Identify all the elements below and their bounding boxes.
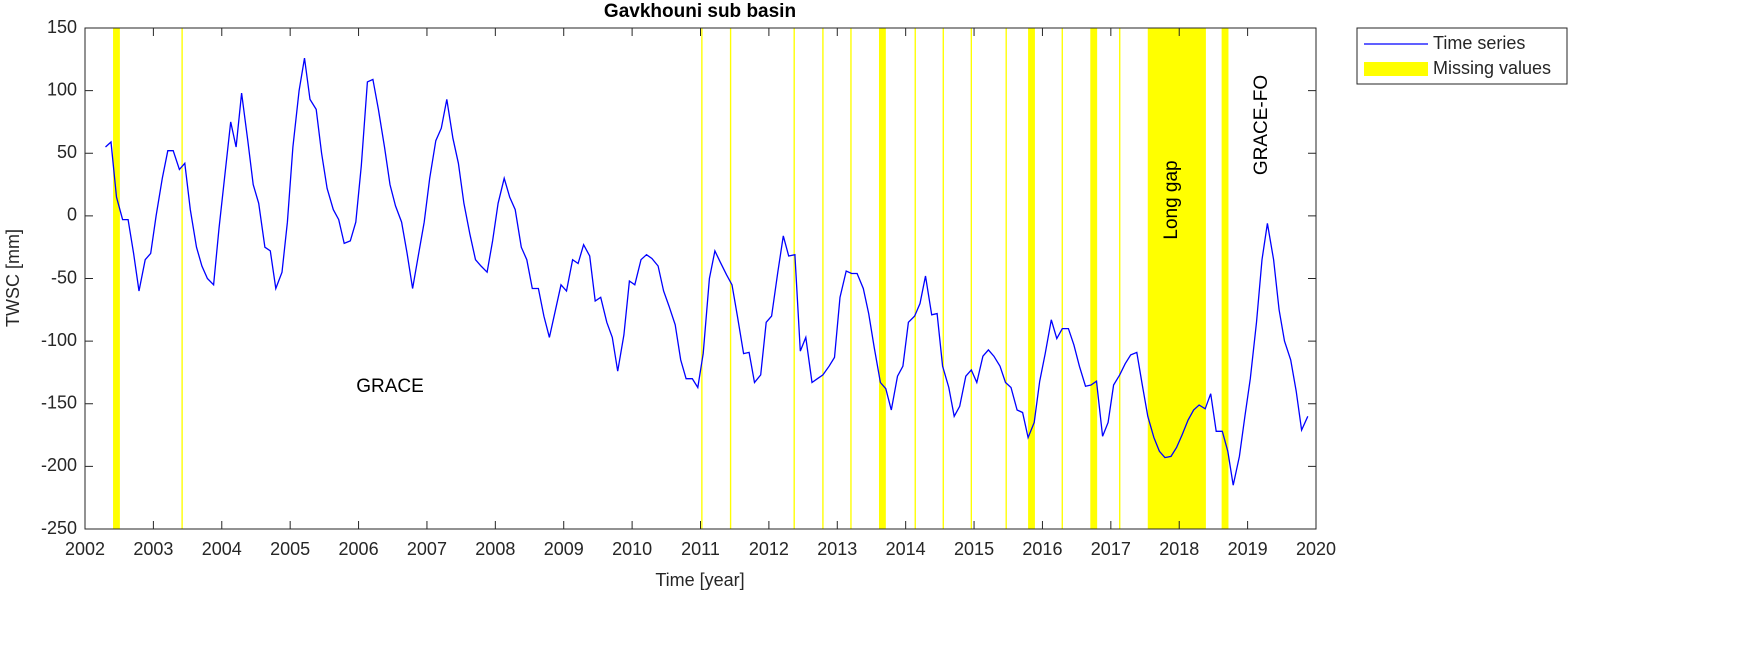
x-tick-label: 2007	[407, 539, 447, 559]
y-tick-label: -100	[41, 330, 77, 350]
y-axis-label: TWSC [mm]	[3, 229, 23, 327]
missing-band	[942, 28, 944, 529]
annotation: GRACE-FO	[1251, 75, 1272, 175]
missing-band	[113, 28, 120, 529]
x-tick-label: 2018	[1159, 539, 1199, 559]
missing-band	[729, 28, 732, 529]
missing-band	[1061, 28, 1063, 529]
chart-title: Gavkhouni sub basin	[604, 1, 796, 22]
annotation: Long gap	[1161, 160, 1182, 239]
x-tick-label: 2019	[1228, 539, 1268, 559]
missing-band	[181, 28, 183, 529]
missing-band	[914, 28, 916, 529]
missing-band	[850, 28, 852, 529]
x-tick-label: 2015	[954, 539, 994, 559]
legend-label: Missing values	[1433, 58, 1551, 78]
x-tick-label: 2005	[270, 539, 310, 559]
y-tick-label: -250	[41, 518, 77, 538]
missing-band	[1119, 28, 1121, 529]
missing-band	[1028, 28, 1035, 529]
missing-band	[1147, 28, 1206, 529]
x-tick-label: 2002	[65, 539, 105, 559]
x-tick-label: 2020	[1296, 539, 1336, 559]
missing-band	[1090, 28, 1098, 529]
y-tick-label: -50	[51, 267, 77, 287]
missing-band	[1221, 28, 1229, 529]
y-tick-label: -200	[41, 455, 77, 475]
x-tick-label: 2016	[1022, 539, 1062, 559]
y-tick-label: -150	[41, 393, 77, 413]
y-tick-label: 100	[47, 79, 77, 99]
y-tick-label: 50	[57, 142, 77, 162]
x-tick-label: 2011	[681, 539, 720, 559]
missing-band	[878, 28, 886, 529]
legend-label: Time series	[1433, 33, 1525, 53]
plot-area	[85, 28, 1316, 529]
missing-band	[970, 28, 973, 529]
x-tick-label: 2009	[544, 539, 584, 559]
missing-band	[822, 28, 824, 529]
y-tick-label: 0	[67, 205, 77, 225]
annotation: GRACE	[356, 376, 424, 397]
x-tick-label: 2013	[817, 539, 857, 559]
x-tick-label: 2014	[886, 539, 926, 559]
x-axis-label: Time [year]	[655, 570, 744, 590]
x-tick-label: 2012	[749, 539, 789, 559]
x-tick-label: 2008	[475, 539, 515, 559]
x-tick-label: 2006	[339, 539, 379, 559]
missing-band	[793, 28, 795, 529]
missing-band	[701, 28, 703, 529]
x-tick-label: 2004	[202, 539, 242, 559]
x-tick-label: 2017	[1091, 539, 1131, 559]
y-tick-label: 150	[47, 17, 77, 37]
x-tick-label: 2010	[612, 539, 652, 559]
missing-band	[1005, 28, 1007, 529]
line	[105, 57, 1309, 486]
x-tick-label: 2003	[133, 539, 173, 559]
